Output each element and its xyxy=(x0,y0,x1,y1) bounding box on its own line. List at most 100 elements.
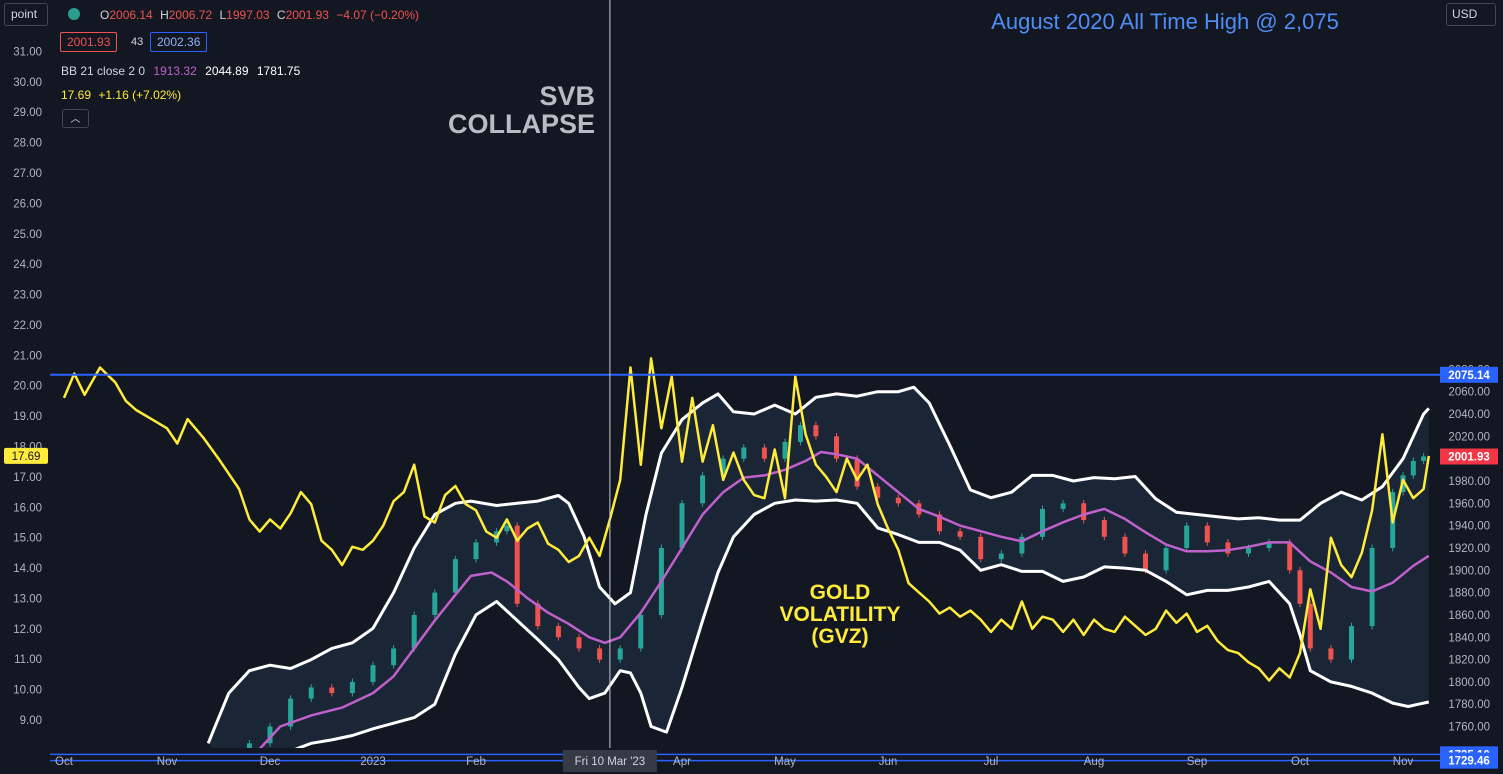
candle-body xyxy=(349,681,355,694)
candle-body xyxy=(937,514,942,532)
crosshair-time-label: Fri 10 Mar '23 xyxy=(575,756,646,768)
spread-value: 43 xyxy=(131,36,144,48)
gvz-axis-tick-label: 28.00 xyxy=(13,138,42,150)
gvz-current-label: 17.69 xyxy=(12,451,41,463)
close-value: 2001.93 xyxy=(285,8,329,22)
candle-body xyxy=(998,553,1004,560)
high-label: H xyxy=(160,8,169,22)
gvz-axis-tick-label: 9.00 xyxy=(20,715,42,727)
gvz-axis-tick-label: 13.00 xyxy=(13,593,42,605)
gvz-line-3: (GVZ) xyxy=(811,625,869,649)
gvz-axis-tick-label: 26.00 xyxy=(13,198,42,210)
candle-body xyxy=(1297,570,1303,604)
candle-body xyxy=(1184,525,1190,548)
candle-body xyxy=(700,475,706,504)
bollinger-band-fill xyxy=(208,387,1429,748)
ath-annotation: August 2020 All Time High @ 2,075 xyxy=(991,9,1339,34)
price-axis-tick-label: 2020.00 xyxy=(1448,431,1490,443)
price-axis-tick-label: 2040.00 xyxy=(1448,409,1490,421)
gvz-axis-tick-label: 31.00 xyxy=(13,46,42,58)
price-axis-tick-label: 1880.00 xyxy=(1448,588,1490,600)
candle-body xyxy=(1143,553,1148,571)
open-label: O xyxy=(100,8,110,22)
candle-body xyxy=(1081,503,1087,521)
candle-body xyxy=(638,614,644,649)
price-label-text: 2075.14 xyxy=(1448,370,1490,382)
bb-legend[interactable]: BB 21 close 2 0 1913.32 2044.89 1781.75 xyxy=(61,64,300,78)
price-label-chip xyxy=(1440,366,1498,383)
candle-body xyxy=(679,503,685,548)
gvz-axis-tick-label: 23.00 xyxy=(13,290,42,302)
currency-button[interactable]: USD xyxy=(1446,3,1496,26)
candle-body xyxy=(797,425,803,442)
time-axis-label: Apr xyxy=(673,756,691,768)
candle-body xyxy=(1287,542,1293,571)
open-value: 2006.14 xyxy=(109,8,153,22)
time-axis-label: Sep xyxy=(1187,756,1207,768)
gvz-axis-tick-label: 29.00 xyxy=(13,107,42,119)
candle-body xyxy=(1307,603,1313,649)
time-axis-label: Jul xyxy=(984,756,999,768)
gvz-axis-tick-label: 10.00 xyxy=(13,685,42,697)
candle-body xyxy=(555,626,561,638)
candle-body xyxy=(411,614,417,649)
gvz-axis-tick-label: 16.00 xyxy=(13,502,42,514)
high-value: 2006.72 xyxy=(168,8,213,22)
collapse-legend-button[interactable]: ︿ xyxy=(62,109,89,128)
candle-body xyxy=(1122,536,1128,554)
gvz-axis-tick-label: 12.00 xyxy=(13,624,42,636)
gvz-axis-tick-label: 19.00 xyxy=(13,411,42,423)
eye-icon[interactable] xyxy=(68,8,80,20)
gvz-line-2: VOLATILITY xyxy=(779,603,901,627)
time-axis-label: Dec xyxy=(260,756,281,768)
candle-body xyxy=(1421,456,1427,461)
candle-body xyxy=(576,637,582,649)
time-axis-label: Nov xyxy=(157,756,178,768)
time-axis-label: Feb xyxy=(466,756,486,768)
gvz-current-chip xyxy=(4,447,48,464)
candle-body xyxy=(1266,542,1272,548)
candle-body xyxy=(1349,626,1354,660)
candle-body xyxy=(761,447,767,459)
low-value: 1997.03 xyxy=(226,8,270,22)
candle-body xyxy=(1410,460,1416,476)
close-label: C xyxy=(276,8,286,22)
low-label: L xyxy=(219,8,227,22)
change-value: −4.07 (−0.20%) xyxy=(336,8,420,22)
price-axis-tick-label: 1760.00 xyxy=(1448,722,1490,734)
candle-body xyxy=(957,531,963,537)
ohlc-readout: O2006.14 H2006.72 L1997.03 C2001.93 −4.0… xyxy=(100,8,419,22)
bb-upper-value: 2044.89 xyxy=(205,64,249,78)
price-axis-tick-label: 2060.00 xyxy=(1448,387,1490,399)
candle-body xyxy=(741,447,747,459)
bb-basis-line xyxy=(258,450,1430,748)
candle-body xyxy=(1163,547,1169,571)
candle-body xyxy=(370,665,376,682)
candle-body xyxy=(875,486,881,498)
time-axis-label: Aug xyxy=(1084,756,1104,768)
price-axis-tick-label: 1840.00 xyxy=(1448,632,1490,644)
gvz-legend[interactable]: 17.69 +1.16 (+7.02%) xyxy=(61,88,181,102)
gvz-axis-tick-label: 15.00 xyxy=(13,533,42,545)
sell-price-chip[interactable]: 2001.93 xyxy=(60,32,118,52)
symbol-unit-button[interactable]: point xyxy=(4,3,48,26)
price-axis-tick-label: 1920.00 xyxy=(1448,543,1490,555)
time-axis-label: Jun xyxy=(879,756,898,768)
candle-body xyxy=(834,436,839,459)
candle-body xyxy=(391,648,397,666)
candle-body xyxy=(473,542,479,560)
svb-annotation: SVB COLLAPSE xyxy=(445,82,595,139)
bb-upper-line xyxy=(206,385,1430,744)
candle-body xyxy=(1369,547,1375,627)
candle-body xyxy=(432,592,438,615)
price-label-chip xyxy=(1440,448,1498,465)
candle-body xyxy=(720,458,726,476)
candle-body xyxy=(1246,547,1251,554)
candle-body xyxy=(617,648,623,660)
candle-body xyxy=(246,743,252,748)
bb-name: BB 21 close 2 0 xyxy=(61,64,146,78)
chevron-up-icon: ︿ xyxy=(70,114,81,125)
gvz-axis-tick-label: 22.00 xyxy=(13,320,42,332)
buy-price-chip[interactable]: 2002.36 xyxy=(150,32,208,52)
